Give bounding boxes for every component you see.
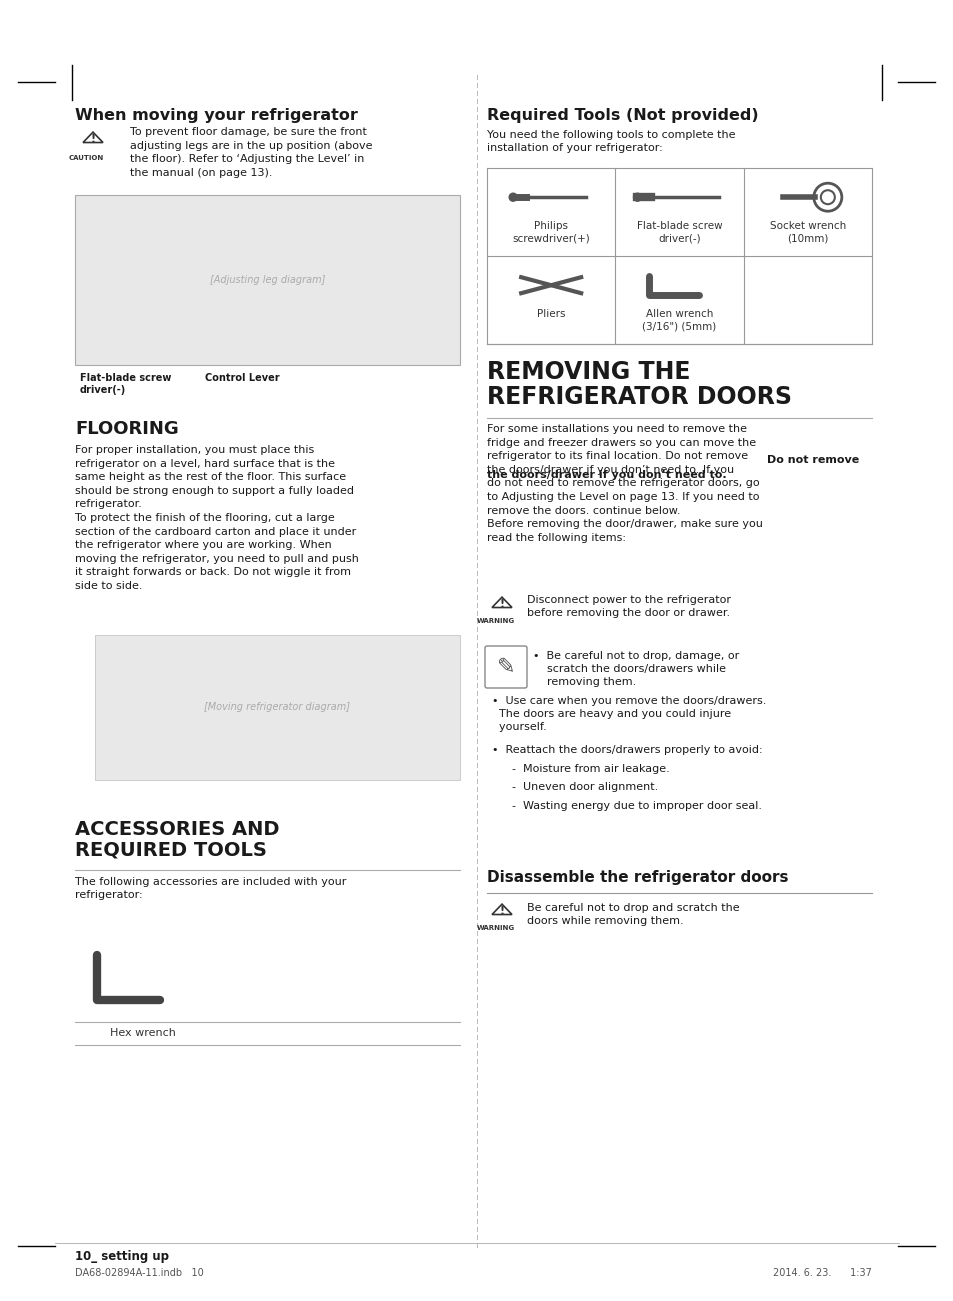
Text: Hex wrench: Hex wrench bbox=[110, 1028, 175, 1038]
Text: Be careful not to drop and scratch the
doors while removing them.: Be careful not to drop and scratch the d… bbox=[526, 903, 739, 926]
Circle shape bbox=[509, 194, 517, 202]
Text: You need the following tools to complete the
installation of your refrigerator:: You need the following tools to complete… bbox=[486, 130, 735, 154]
Text: WARNING: WARNING bbox=[476, 618, 515, 624]
Text: When moving your refrigerator: When moving your refrigerator bbox=[75, 108, 357, 124]
Text: !: ! bbox=[499, 598, 504, 609]
Text: DA68-02894A-11.indb   10: DA68-02894A-11.indb 10 bbox=[75, 1268, 204, 1278]
Text: 10_ setting up: 10_ setting up bbox=[75, 1250, 169, 1263]
Text: REMOVING THE
REFRIGERATOR DOORS: REMOVING THE REFRIGERATOR DOORS bbox=[486, 360, 791, 409]
Text: ✎: ✎ bbox=[497, 657, 515, 677]
Text: WARNING: WARNING bbox=[476, 925, 515, 932]
Text: Socket wrench
(10mm): Socket wrench (10mm) bbox=[769, 221, 845, 243]
Text: •  Be careful not to drop, damage, or
    scratch the doors/drawers while
    re: • Be careful not to drop, damage, or scr… bbox=[533, 650, 739, 687]
Text: •  Use care when you remove the doors/drawers.
  The doors are heavy and you cou: • Use care when you remove the doors/dra… bbox=[492, 696, 765, 732]
Text: Flat-blade screw
driver(-): Flat-blade screw driver(-) bbox=[636, 221, 721, 243]
Text: CAUTION: CAUTION bbox=[69, 155, 104, 161]
FancyBboxPatch shape bbox=[85, 941, 174, 1010]
Text: Do not remove: Do not remove bbox=[766, 455, 859, 464]
Text: [Moving refrigerator diagram]: [Moving refrigerator diagram] bbox=[204, 703, 350, 713]
Text: Allen wrench
(3/16") (5mm): Allen wrench (3/16") (5mm) bbox=[641, 308, 716, 332]
Text: FLOORING: FLOORING bbox=[75, 420, 178, 438]
Text: -  Moisture from air leakage.: - Moisture from air leakage. bbox=[512, 764, 669, 774]
FancyBboxPatch shape bbox=[75, 195, 459, 366]
Text: Required Tools (Not provided): Required Tools (Not provided) bbox=[486, 108, 758, 124]
Text: For some installations you need to remove the
fridge and freezer drawers so you : For some installations you need to remov… bbox=[486, 424, 762, 543]
Text: !: ! bbox=[499, 905, 504, 916]
Circle shape bbox=[633, 194, 640, 202]
Text: Flat-blade screw
driver(-): Flat-blade screw driver(-) bbox=[80, 373, 172, 396]
Text: 2014. 6. 23.      1:37: 2014. 6. 23. 1:37 bbox=[772, 1268, 871, 1278]
Text: [Adjusting leg diagram]: [Adjusting leg diagram] bbox=[210, 275, 325, 285]
Text: -  Uneven door alignment.: - Uneven door alignment. bbox=[512, 782, 658, 792]
FancyBboxPatch shape bbox=[484, 647, 526, 688]
Text: ACCESSORIES AND
REQUIRED TOOLS: ACCESSORIES AND REQUIRED TOOLS bbox=[75, 820, 279, 860]
Text: -  Wasting energy due to improper door seal.: - Wasting energy due to improper door se… bbox=[512, 801, 761, 811]
Text: !: ! bbox=[91, 134, 95, 144]
Text: Pliers: Pliers bbox=[537, 308, 565, 319]
Text: The following accessories are included with your
refrigerator:: The following accessories are included w… bbox=[75, 877, 346, 900]
Text: the doors/drawer if you don’t need to.: the doors/drawer if you don’t need to. bbox=[486, 471, 726, 480]
Text: Disconnect power to the refrigerator
before removing the door or drawer.: Disconnect power to the refrigerator bef… bbox=[526, 595, 730, 618]
Text: Disassemble the refrigerator doors: Disassemble the refrigerator doors bbox=[486, 870, 788, 885]
Text: Control Lever: Control Lever bbox=[205, 373, 279, 382]
Text: •  Reattach the doors/drawers properly to avoid:: • Reattach the doors/drawers properly to… bbox=[492, 745, 761, 756]
Text: To prevent floor damage, be sure the front
adjusting legs are in the up position: To prevent floor damage, be sure the fro… bbox=[130, 127, 372, 178]
Text: For proper installation, you must place this
refrigerator on a level, hard surfa: For proper installation, you must place … bbox=[75, 445, 358, 591]
Text: Philips
screwdriver(+): Philips screwdriver(+) bbox=[512, 221, 589, 243]
FancyBboxPatch shape bbox=[95, 635, 459, 781]
